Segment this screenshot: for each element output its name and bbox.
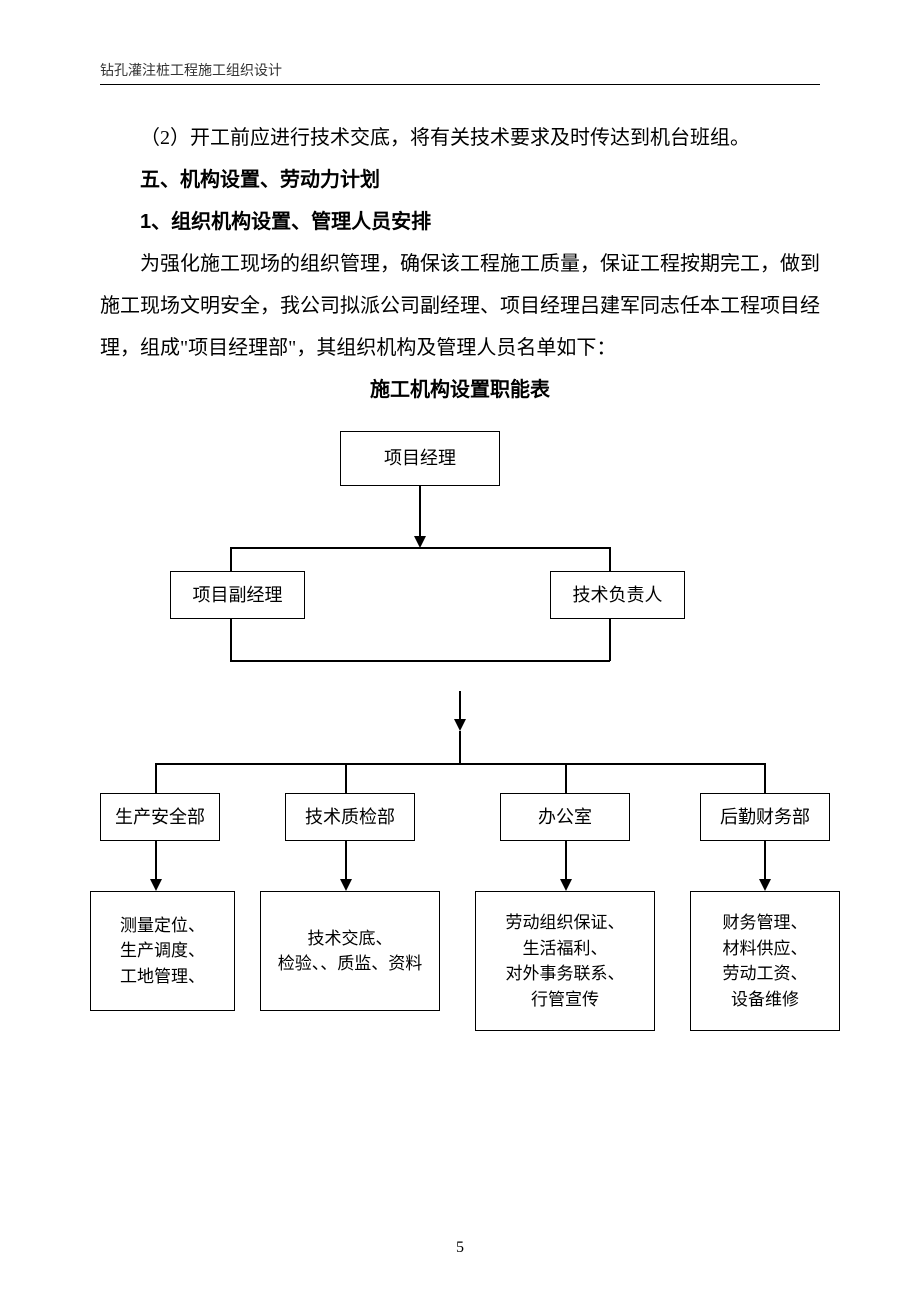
connector — [230, 660, 610, 662]
arrow-icon — [150, 879, 162, 891]
node-logistics-finance: 后勤财务部 — [700, 793, 830, 841]
chart-title: 施工机构设置职能表 — [100, 369, 820, 411]
node-tech-lead: 技术负责人 — [550, 571, 685, 619]
node-office: 办公室 — [500, 793, 630, 841]
node-tech-qc: 技术质检部 — [285, 793, 415, 841]
connector — [155, 763, 765, 765]
connector — [345, 841, 347, 881]
connector — [565, 763, 567, 793]
connector — [155, 763, 157, 793]
leaf-logistics: 财务管理、 材料供应、 劳动工资、 设备维修 — [690, 891, 840, 1031]
page-number: 5 — [0, 1239, 920, 1257]
connector — [230, 547, 610, 549]
org-chart: 项目经理 项目副经理 技术负责人 生产安全部 技术质检部 办公室 后勤财务部 测… — [100, 431, 820, 1151]
connector — [155, 841, 157, 881]
heading-5: 五、机构设置、劳动力计划 — [100, 159, 820, 201]
node-production-safety: 生产安全部 — [100, 793, 220, 841]
arrow-icon — [454, 719, 466, 731]
header-title: 钻孔灌注桩工程施工组织设计 — [100, 60, 820, 80]
connector — [764, 763, 766, 793]
arrow-icon — [340, 879, 352, 891]
connector — [565, 841, 567, 881]
heading-5-1: 1、组织机构设置、管理人员安排 — [100, 201, 820, 243]
paragraph-1: （2）开工前应进行技术交底，将有关技术要求及时传达到机台班组。 — [100, 117, 820, 159]
connector — [609, 619, 611, 661]
arrow-icon — [759, 879, 771, 891]
arrow-icon — [560, 879, 572, 891]
page-header: 钻孔灌注桩工程施工组织设计 — [100, 60, 820, 85]
connector — [345, 763, 347, 793]
connector — [459, 691, 461, 721]
leaf-office: 劳动组织保证、 生活福利、 对外事务联系、 行管宣传 — [475, 891, 655, 1031]
node-project-manager: 项目经理 — [340, 431, 500, 486]
node-deputy-manager: 项目副经理 — [170, 571, 305, 619]
paragraph-2: 为强化施工现场的组织管理，确保该工程施工质量，保证工程按期完工，做到施工现场文明… — [100, 243, 820, 369]
connector — [459, 731, 461, 763]
connector — [419, 486, 421, 538]
connector — [764, 841, 766, 881]
connector — [609, 547, 611, 571]
connector — [230, 619, 232, 661]
connector — [230, 547, 232, 571]
leaf-tech: 技术交底、 检验、、质监、资料 — [260, 891, 440, 1011]
leaf-production: 测量定位、 生产调度、 工地管理、 — [90, 891, 235, 1011]
